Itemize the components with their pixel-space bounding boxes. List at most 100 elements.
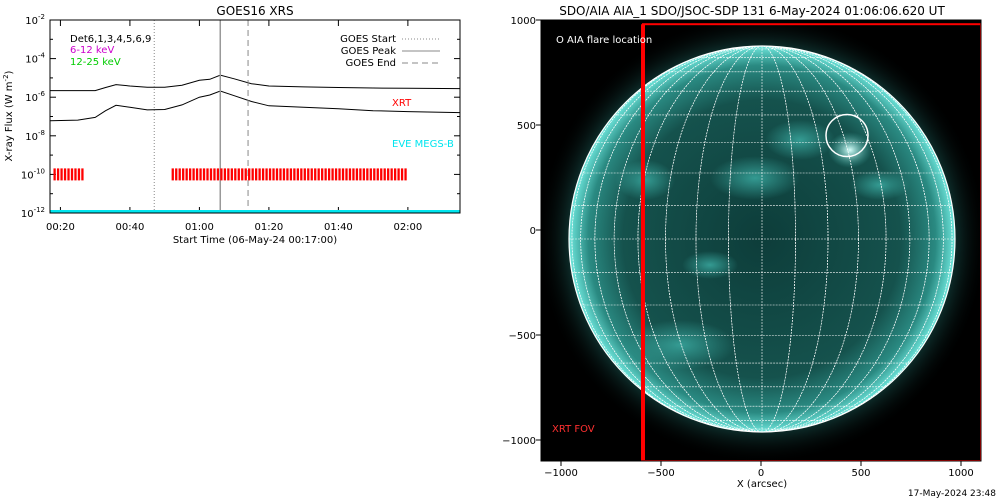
xrt-coverage-tick <box>178 168 181 181</box>
aia-xtick-label: −1000 <box>544 468 578 479</box>
xrt-coverage-tick <box>380 168 383 181</box>
xrt-coverage-tick <box>345 168 348 181</box>
xrt-coverage-tick <box>237 168 240 181</box>
xrt-coverage-tick <box>400 168 404 181</box>
xrt-coverage-tick <box>383 168 386 181</box>
aia-xtick-label: −500 <box>647 468 674 479</box>
xrt-coverage-tick <box>220 168 223 181</box>
xrt-coverage-tick <box>63 168 67 181</box>
xrt-coverage-tick <box>366 168 369 181</box>
xrt-coverage-tick <box>248 168 251 181</box>
xrt-coverage-tick <box>317 168 320 181</box>
xrt-coverage-tick <box>74 168 77 181</box>
xrt-coverage-tick <box>314 168 317 181</box>
xrt-coverage-tick <box>279 168 282 181</box>
xrt-coverage-tick <box>268 168 272 181</box>
goes-xtick-label: 01:20 <box>254 222 283 233</box>
goes-ytick-exponent: -8 <box>38 129 45 137</box>
aia-ytick-label: 0 <box>530 226 536 237</box>
xrt-coverage-tick <box>341 168 345 181</box>
goes-ytick-exponent: -10 <box>34 167 45 175</box>
xrt-coverage-tick <box>334 168 338 181</box>
goes-plot-frame <box>49 19 461 214</box>
xrt-coverage-tick <box>182 168 185 181</box>
goes-ytick-base: 10 <box>25 16 38 27</box>
heliographic-grid <box>569 46 955 432</box>
xrt-coverage-tick <box>393 168 397 181</box>
goes-ytick-base: 10 <box>25 93 38 104</box>
goes-coverage-bars <box>50 168 460 213</box>
goes-title: GOES16 XRS <box>216 4 293 18</box>
xrt-coverage-tick <box>241 168 244 181</box>
sun-image <box>541 20 981 461</box>
xrt-coverage-tick <box>286 168 289 181</box>
goes-legend-top-right: GOES Start GOES Peak GOES End <box>340 34 440 69</box>
goes-y-axis-label: X-ray Flux (W m-2) <box>2 70 15 161</box>
xrt-coverage-tick <box>227 168 230 181</box>
xrt-coverage-tick <box>293 168 296 181</box>
xrt-coverage-tick <box>321 168 324 181</box>
footer-timestamp: 17-May-2024 23:48 <box>908 489 996 499</box>
xrt-coverage-tick <box>369 168 372 181</box>
goes-ytick-label: 10-4 <box>25 52 45 66</box>
sun-limb-outline <box>568 45 956 433</box>
xrt-coverage-tick <box>338 168 341 181</box>
xrt-coverage-tick <box>355 168 359 181</box>
aia-x-ticks: −1000 −500 0 500 1000 <box>544 461 974 479</box>
xrt-coverage-tick <box>53 168 56 181</box>
aia-x-axis-label: X (arcsec) <box>737 479 787 490</box>
xrt-coverage-tick <box>171 168 174 181</box>
goes-series-line-0 <box>50 74 460 92</box>
goes-xtick-label: 01:40 <box>324 222 353 233</box>
eve-coverage-bar <box>50 210 460 213</box>
xrt-coverage-tick <box>310 168 313 181</box>
xrt-coverage-tick <box>261 168 265 181</box>
grid-longitude-line <box>571 46 953 432</box>
xrt-coverage-tick <box>209 168 213 181</box>
xrt-coverage-tick <box>296 168 299 181</box>
grid-longitude-line <box>728 46 796 432</box>
goes-x-axis-label: Start Time (06-May-24 00:17:00) <box>173 235 337 246</box>
goes-ytick-label: 10-12 <box>21 206 45 220</box>
goes-ylabel-sup: -2 <box>2 74 10 81</box>
xrt-coverage-tick <box>234 168 237 181</box>
xrt-coverage-tick <box>195 168 199 181</box>
xrt-coverage-tick <box>213 168 216 181</box>
grid-longitude-line <box>594 46 930 432</box>
aia-xtick-label: 1000 <box>948 468 973 479</box>
goes-series-group <box>50 74 460 122</box>
xrt-coverage-tick <box>216 168 220 181</box>
legend-goes-start: GOES Start <box>340 34 396 45</box>
xrt-coverage-tick <box>77 168 81 181</box>
xrt-coverage-tick <box>282 168 286 181</box>
xrt-coverage-tick <box>188 168 192 181</box>
xrt-coverage-tick <box>230 168 233 181</box>
goes-ytick-label: 10-10 <box>21 167 45 181</box>
xrt-coverage-tick <box>175 168 178 181</box>
aia-y-ticks: 1000 500 0 −500 −1000 <box>502 16 541 447</box>
xrt-coverage-tick <box>327 168 331 181</box>
xrt-coverage-tick <box>289 168 293 181</box>
xrt-coverage-tick <box>255 168 258 181</box>
aia-ytick-label: 1000 <box>511 16 536 27</box>
xrt-coverage-tick <box>331 168 334 181</box>
xrt-coverage-tick <box>376 168 379 181</box>
xrt-coverage-tick <box>397 168 400 181</box>
xrt-coverage-tick <box>275 168 279 181</box>
goes-ytick-label: 10-6 <box>25 90 45 104</box>
grid-longitude-line <box>695 46 829 432</box>
goes-xtick-label: 01:00 <box>185 222 214 233</box>
xrt-coverage-tick <box>265 168 268 181</box>
goes-ytick-base: 10 <box>21 170 34 181</box>
goes-ylabel-close: ) <box>4 70 15 74</box>
aia-xtick-label: 0 <box>758 468 764 479</box>
xrt-coverage-tick <box>60 168 63 181</box>
xrt-coverage-tick <box>324 168 327 181</box>
grid-longitude-line <box>665 46 859 432</box>
xrt-coverage-tick <box>404 168 407 181</box>
svg-text:X-ray Flux (W m-2): X-ray Flux (W m-2) <box>2 70 15 161</box>
xrt-coverage-tick <box>307 168 310 181</box>
aia-ytick-label: 500 <box>517 121 536 132</box>
xrt-coverage-tick <box>362 168 366 181</box>
